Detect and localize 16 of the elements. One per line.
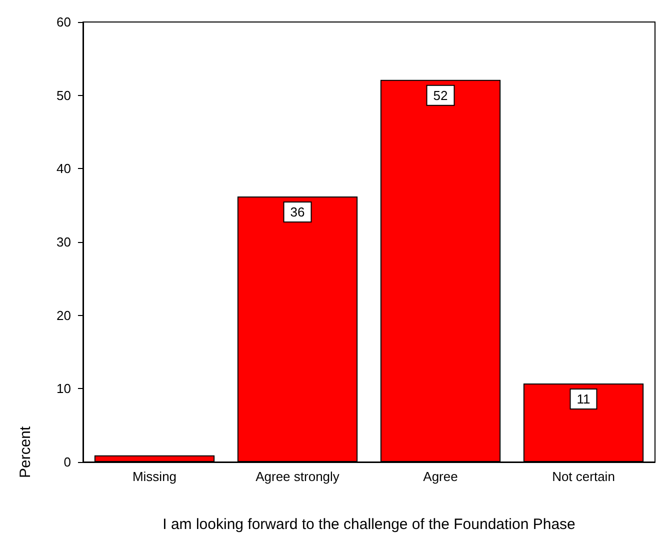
y-tick-label: 60 xyxy=(56,14,71,30)
data-label: 52 xyxy=(433,88,448,103)
data-label: 36 xyxy=(290,204,305,220)
data-label: 11 xyxy=(576,392,590,407)
y-tick-label: 30 xyxy=(56,234,71,250)
y-axis-title: Percent xyxy=(17,425,34,478)
y-tick-label: 10 xyxy=(56,381,71,396)
y-tick-label: 20 xyxy=(56,308,71,323)
x-axis-title: I am looking forward to the challenge of the Foundation Phase xyxy=(162,516,576,533)
x-tick-label: Agree xyxy=(423,469,458,484)
x-tick-label: Agree strongly xyxy=(256,469,340,484)
x-tick-label: Missing xyxy=(132,469,177,484)
y-tick-label: 50 xyxy=(56,88,71,103)
y-tick-label: 40 xyxy=(56,161,71,176)
y-tick-label: 0 xyxy=(64,454,71,470)
x-tick-label: Not certain xyxy=(552,469,615,484)
